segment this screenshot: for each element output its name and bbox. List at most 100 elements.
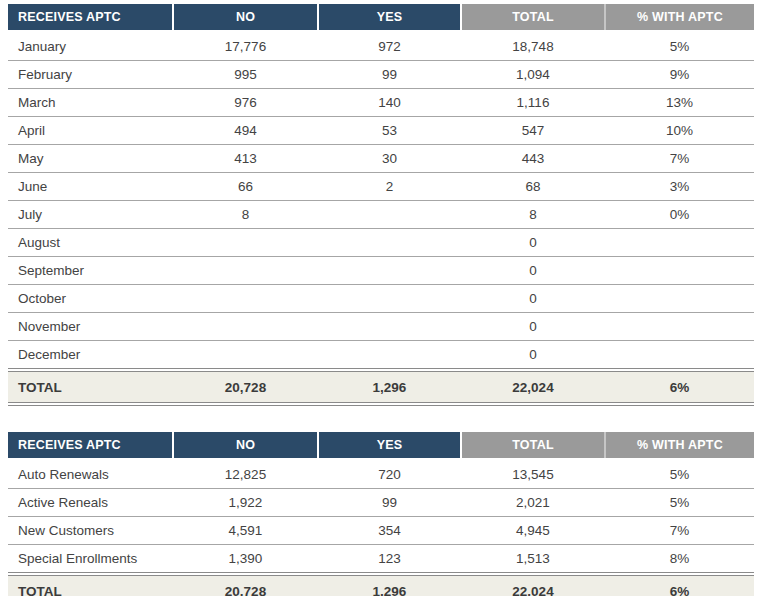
cell-yes [318,285,461,313]
cell-yes: 30 [318,145,461,173]
cell-pct [605,229,754,257]
row-label: August [8,229,173,257]
cell-total: 68 [461,173,605,201]
table-row-august: August 0 [8,229,754,257]
cell-no [173,341,318,371]
cell-pct: 7% [605,145,754,173]
cell-yes: 123 [318,545,461,575]
total-total: 22,024 [461,574,605,596]
cell-no [173,257,318,285]
row-label: November [8,313,173,341]
header-cell-no: NO [173,4,318,32]
cell-total: 547 [461,117,605,145]
row-label: December [8,341,173,371]
cell-yes [318,257,461,285]
table-row-november: November 0 [8,313,754,341]
row-label: June [8,173,173,201]
cell-pct: 8% [605,545,754,575]
cell-total: 0 [461,285,605,313]
row-label: October [8,285,173,313]
total-yes: 1,296 [318,574,461,596]
header-cell-receives-aptc: RECEIVES APTC [8,432,173,460]
row-label: Auto Renewals [8,460,173,489]
cell-pct [605,313,754,341]
header-row: RECEIVES APTC NO YES TOTAL % WITH APTC [8,432,754,460]
cell-yes: 140 [318,89,461,117]
cell-no: 1,922 [173,489,318,517]
cell-total: 0 [461,257,605,285]
cell-no [173,313,318,341]
row-label: May [8,145,173,173]
cell-no: 12,825 [173,460,318,489]
cell-pct [605,257,754,285]
table-spacer [8,406,755,432]
cell-total: 2,021 [461,489,605,517]
table-row-april: April 494 53 547 10% [8,117,754,145]
cell-pct: 10% [605,117,754,145]
total-no: 20,728 [173,574,318,596]
cell-no: 413 [173,145,318,173]
table-row-june: June 66 2 68 3% [8,173,754,201]
report-page: RECEIVES APTC NO YES TOTAL % WITH APTC J… [0,0,766,596]
cell-no [173,285,318,313]
cell-no: 66 [173,173,318,201]
table-row-march: March 976 140 1,116 13% [8,89,754,117]
row-label: July [8,201,173,229]
table-total-row: TOTAL 20,728 1,296 22,024 6% [8,370,754,404]
cell-pct: 3% [605,173,754,201]
cell-total: 1,116 [461,89,605,117]
table-row-december: December 0 [8,341,754,371]
total-yes: 1,296 [318,370,461,404]
cell-total: 18,748 [461,32,605,61]
cell-total: 443 [461,145,605,173]
cell-no [173,229,318,257]
table-row-january: January 17,776 972 18,748 5% [8,32,754,61]
header-cell-yes: YES [318,432,461,460]
cell-total: 0 [461,341,605,371]
cell-pct: 7% [605,517,754,545]
cell-total: 1,094 [461,61,605,89]
cell-pct [605,285,754,313]
cell-yes: 972 [318,32,461,61]
cell-no: 1,390 [173,545,318,575]
row-label: March [8,89,173,117]
cell-no: 995 [173,61,318,89]
cell-yes: 53 [318,117,461,145]
cell-total: 0 [461,313,605,341]
header-cell-pct-with-aptc: % WITH APTC [605,4,754,32]
total-total: 22,024 [461,370,605,404]
total-label: TOTAL [8,370,173,404]
cell-total: 13,545 [461,460,605,489]
header-cell-yes: YES [318,4,461,32]
total-no: 20,728 [173,370,318,404]
cell-no: 8 [173,201,318,229]
row-label: September [8,257,173,285]
total-pct: 6% [605,370,754,404]
header-cell-total: TOTAL [461,432,605,460]
cell-total: 4,945 [461,517,605,545]
row-label: New Customers [8,517,173,545]
header-cell-total: TOTAL [461,4,605,32]
cell-yes [318,313,461,341]
row-label: Active Reneals [8,489,173,517]
cell-no: 494 [173,117,318,145]
cell-pct: 5% [605,460,754,489]
cell-pct: 5% [605,489,754,517]
cell-no: 4,591 [173,517,318,545]
header-row: RECEIVES APTC NO YES TOTAL % WITH APTC [8,4,754,32]
cell-pct: 0% [605,201,754,229]
total-pct: 6% [605,574,754,596]
cell-total: 8 [461,201,605,229]
header-cell-no: NO [173,432,318,460]
cell-pct: 9% [605,61,754,89]
monthly-table-header: RECEIVES APTC NO YES TOTAL % WITH APTC [8,4,754,32]
cell-yes: 99 [318,61,461,89]
header-cell-receives-aptc: RECEIVES APTC [8,4,173,32]
cell-total: 0 [461,229,605,257]
table-row-special-enrollments: Special Enrollments 1,390 123 1,513 8% [8,545,754,575]
row-label: January [8,32,173,61]
cell-yes: 2 [318,173,461,201]
row-label: April [8,117,173,145]
cell-no: 976 [173,89,318,117]
table-total-row: TOTAL 20,728 1,296 22,024 6% [8,574,754,596]
